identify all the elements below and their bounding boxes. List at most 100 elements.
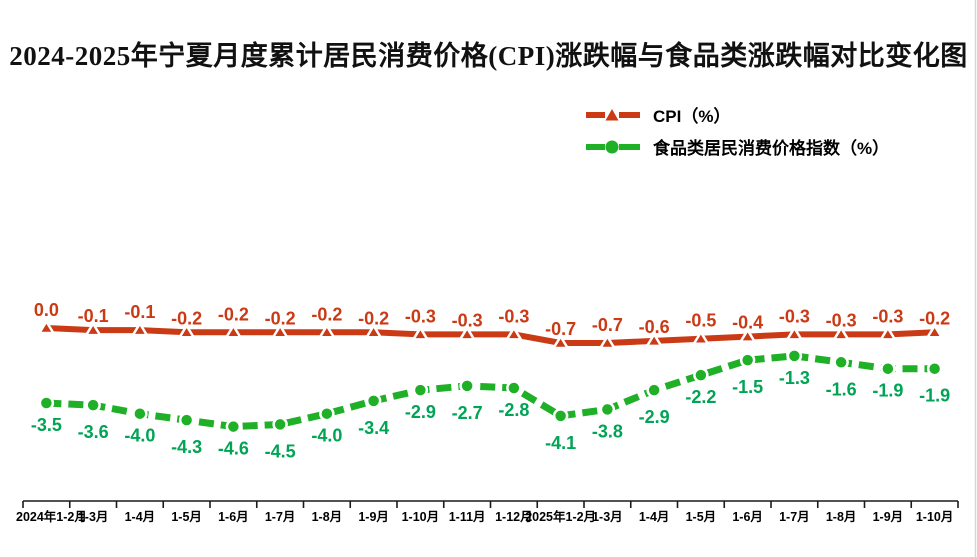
food-value-label: -2.7 bbox=[452, 403, 483, 423]
x-axis-label: 1-5月 bbox=[171, 510, 202, 524]
food-marker bbox=[880, 360, 896, 377]
food-value-label: -2.9 bbox=[639, 407, 670, 427]
cpi-value-label: -0.2 bbox=[171, 308, 202, 328]
food-value-label: -4.0 bbox=[124, 426, 155, 446]
x-axis-label: 1-8月 bbox=[826, 510, 857, 524]
food-marker bbox=[786, 348, 803, 364]
x-axis-label: 1-3月 bbox=[592, 510, 623, 524]
food-marker bbox=[459, 378, 475, 394]
cpi-marker bbox=[37, 319, 56, 335]
cpi-value-label: -0.2 bbox=[265, 308, 296, 328]
cpi-value-label: -0.1 bbox=[78, 306, 109, 326]
legend-item-food: 食品类居民消费价格指数（%） bbox=[586, 134, 889, 159]
cpi-marker bbox=[598, 334, 617, 350]
cpi-value-label: -0.7 bbox=[545, 319, 576, 339]
food-value-label: -4.5 bbox=[265, 441, 296, 461]
food-marker bbox=[225, 418, 242, 435]
food-value-label: -1.6 bbox=[826, 379, 857, 399]
cpi-value-label: -0.3 bbox=[452, 310, 483, 330]
x-axis-label: 2025年1-2月 bbox=[525, 509, 596, 524]
x-axis-label: 1-3月 bbox=[78, 510, 109, 524]
cpi-marker bbox=[457, 325, 477, 341]
food-marker bbox=[132, 405, 148, 422]
x-axis-label: 1-6月 bbox=[732, 510, 763, 524]
food-marker bbox=[178, 412, 195, 428]
food-marker bbox=[319, 405, 335, 422]
x-axis-label: 1-11月 bbox=[449, 510, 486, 524]
cpi-marker bbox=[317, 323, 337, 339]
cpi-value-label: -0.2 bbox=[919, 308, 950, 328]
cpi-value-label: -0.2 bbox=[311, 304, 342, 324]
cpi-marker bbox=[785, 325, 804, 341]
food-value-label: -1.9 bbox=[872, 381, 903, 401]
cpi-marker bbox=[177, 323, 196, 339]
x-axis-label: 1-12月 bbox=[495, 510, 533, 524]
cpi-marker bbox=[411, 325, 430, 341]
food-marker bbox=[506, 380, 522, 396]
cpi-marker bbox=[878, 325, 898, 341]
food-marker bbox=[365, 393, 382, 409]
x-axis-label: 1-6月 bbox=[218, 510, 249, 524]
legend-triangle-marker-icon bbox=[586, 108, 640, 120]
food-marker bbox=[599, 401, 616, 418]
cpi-marker bbox=[270, 323, 290, 339]
cpi-marker bbox=[738, 327, 757, 343]
x-axis-label: 1-9月 bbox=[358, 510, 389, 524]
cpi-value-label: -0.3 bbox=[826, 310, 857, 330]
cpi-value-label: -0.5 bbox=[685, 311, 716, 331]
food-marker bbox=[693, 367, 709, 383]
x-axis-label: 1-5月 bbox=[686, 510, 717, 524]
x-axis-label: 2024年1-2月 bbox=[16, 509, 87, 524]
cpi-marker bbox=[130, 321, 150, 337]
food-line bbox=[46, 352, 935, 431]
cpi-value-label: -0.3 bbox=[498, 306, 529, 326]
legend-item-cpi: CPI（%） bbox=[586, 102, 889, 127]
food-marker bbox=[646, 382, 662, 398]
cpi-marker bbox=[364, 323, 383, 339]
food-value-label: -3.8 bbox=[592, 421, 623, 441]
food-marker bbox=[38, 395, 55, 411]
cpi-value-label: -0.2 bbox=[218, 304, 249, 324]
food-value-label: -2.9 bbox=[405, 402, 436, 422]
cpi-line bbox=[46, 325, 935, 347]
cpi-value-label: -0.3 bbox=[779, 306, 810, 326]
food-marker bbox=[739, 352, 756, 368]
x-axis-label: 1-7月 bbox=[265, 510, 296, 524]
cpi-marker bbox=[224, 323, 243, 339]
cpi-marker bbox=[644, 331, 664, 348]
cpi-marker bbox=[83, 321, 103, 337]
cpi-marker bbox=[925, 323, 944, 339]
food-value-label: -4.6 bbox=[218, 439, 249, 459]
food-value-label: -3.4 bbox=[358, 418, 389, 438]
food-marker bbox=[833, 354, 849, 371]
food-value-label: -2.2 bbox=[685, 387, 716, 407]
x-axis-label: 1-4月 bbox=[125, 510, 156, 524]
cpi-value-label: -0.3 bbox=[405, 306, 436, 326]
food-value-label: -3.5 bbox=[31, 415, 62, 435]
chart-legend: CPI（%） 食品类居民消费价格指数（%） bbox=[586, 102, 889, 159]
cpi-value-label: -0.1 bbox=[124, 302, 155, 322]
food-marker bbox=[552, 408, 569, 424]
x-axis-label: 1-4月 bbox=[639, 510, 670, 524]
chart-title: 2024-2025年宁夏月度累计居民消费价格(CPI)涨跌幅与食品类涨跌幅对比变… bbox=[9, 41, 968, 71]
cpi-value-label: -0.7 bbox=[592, 315, 623, 335]
x-axis-label: 1-7月 bbox=[779, 510, 810, 524]
food-value-label: -1.3 bbox=[779, 368, 810, 388]
cpi-value-label: 0.0 bbox=[34, 300, 59, 320]
legend-circle-marker-icon bbox=[586, 140, 640, 153]
cpi-marker bbox=[504, 325, 524, 341]
cpi-value-label: -0.3 bbox=[872, 306, 903, 326]
food-value-label: -1.5 bbox=[732, 377, 763, 397]
food-value-label: -4.3 bbox=[171, 437, 202, 457]
food-value-label: -4.1 bbox=[545, 433, 576, 453]
x-axis-label: 1-9月 bbox=[873, 510, 904, 524]
cpi-marker bbox=[551, 334, 570, 350]
food-marker bbox=[926, 360, 943, 377]
cpi-marker bbox=[691, 329, 711, 345]
food-value-label: -2.8 bbox=[498, 400, 529, 420]
food-value-label: -1.9 bbox=[919, 386, 950, 406]
food-marker bbox=[272, 416, 288, 433]
food-value-label: -4.0 bbox=[311, 426, 342, 446]
